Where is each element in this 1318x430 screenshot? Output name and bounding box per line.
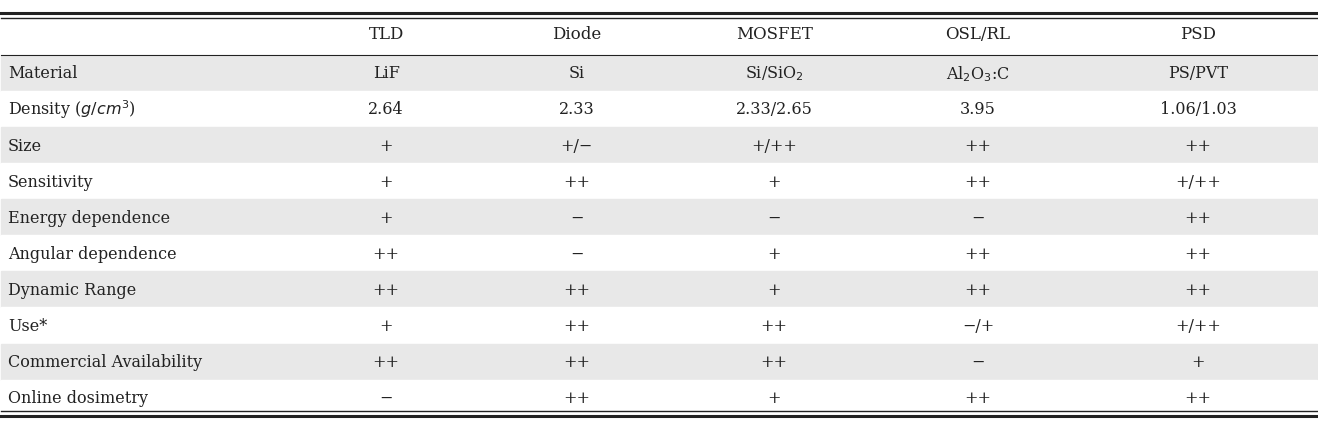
Text: ++: ++ — [373, 353, 399, 370]
Text: ++: ++ — [563, 317, 590, 334]
Text: ++: ++ — [760, 317, 788, 334]
Text: +: + — [380, 173, 393, 190]
Text: +: + — [380, 209, 393, 226]
Text: Si: Si — [569, 65, 585, 82]
Text: ++: ++ — [965, 389, 991, 406]
Text: Material: Material — [8, 65, 78, 82]
Text: Sensitivity: Sensitivity — [8, 173, 94, 190]
Text: Size: Size — [8, 137, 42, 154]
Text: −: − — [971, 209, 985, 226]
Text: +: + — [767, 389, 780, 406]
Text: +/++: +/++ — [1176, 173, 1222, 190]
Text: ++: ++ — [563, 353, 590, 370]
Text: 1.06/1.03: 1.06/1.03 — [1160, 101, 1236, 118]
Text: MOSFET: MOSFET — [735, 26, 812, 43]
Text: ++: ++ — [965, 281, 991, 298]
Text: Use*: Use* — [8, 317, 47, 334]
Text: +: + — [380, 137, 393, 154]
Text: 2.33: 2.33 — [559, 101, 594, 118]
Text: PSD: PSD — [1180, 26, 1217, 43]
Text: +/++: +/++ — [751, 137, 797, 154]
Text: −: − — [767, 209, 780, 226]
Text: −: − — [571, 245, 584, 262]
Text: +: + — [767, 173, 780, 190]
Text: ++: ++ — [373, 245, 399, 262]
Text: 2.64: 2.64 — [368, 101, 403, 118]
Text: Online dosimetry: Online dosimetry — [8, 389, 148, 406]
Text: Energy dependence: Energy dependence — [8, 209, 170, 226]
Text: Al$_2$O$_3$:C: Al$_2$O$_3$:C — [946, 64, 1010, 83]
Text: ++: ++ — [1185, 209, 1211, 226]
Text: LiF: LiF — [373, 65, 399, 82]
Text: +/−: +/− — [560, 137, 593, 154]
Text: ++: ++ — [1185, 245, 1211, 262]
Text: +: + — [767, 281, 780, 298]
Bar — [1, 200, 1317, 236]
Text: TLD: TLD — [369, 26, 403, 43]
Text: 2.33/2.65: 2.33/2.65 — [735, 101, 812, 118]
Text: −/+: −/+ — [962, 317, 994, 334]
Text: 3.95: 3.95 — [960, 101, 996, 118]
Bar — [1, 236, 1317, 272]
Bar — [1, 14, 1317, 55]
Bar — [1, 164, 1317, 200]
Text: Diode: Diode — [552, 26, 601, 43]
Text: +: + — [767, 245, 780, 262]
Bar — [1, 308, 1317, 344]
Text: Si/SiO$_2$: Si/SiO$_2$ — [745, 64, 804, 83]
Text: OSL/RL: OSL/RL — [945, 26, 1011, 43]
Text: Density ($g/cm^3$): Density ($g/cm^3$) — [8, 98, 136, 121]
Text: ++: ++ — [563, 389, 590, 406]
Text: −: − — [971, 353, 985, 370]
Text: ++: ++ — [965, 173, 991, 190]
Bar — [1, 92, 1317, 128]
Text: +: + — [1191, 353, 1205, 370]
Text: ++: ++ — [563, 173, 590, 190]
Text: +/++: +/++ — [1176, 317, 1222, 334]
Text: ++: ++ — [760, 353, 788, 370]
Text: PS/PVT: PS/PVT — [1168, 65, 1228, 82]
Text: ++: ++ — [563, 281, 590, 298]
Bar — [1, 128, 1317, 164]
Text: Dynamic Range: Dynamic Range — [8, 281, 136, 298]
Text: Commercial Availability: Commercial Availability — [8, 353, 202, 370]
Bar — [1, 55, 1317, 92]
Text: Angular dependence: Angular dependence — [8, 245, 177, 262]
Text: ++: ++ — [965, 137, 991, 154]
Text: ++: ++ — [373, 281, 399, 298]
Text: ++: ++ — [1185, 389, 1211, 406]
Text: +: + — [380, 317, 393, 334]
Bar — [1, 344, 1317, 380]
Text: ++: ++ — [1185, 281, 1211, 298]
Bar — [1, 272, 1317, 308]
Text: −: − — [380, 389, 393, 406]
Text: ++: ++ — [1185, 137, 1211, 154]
Text: ++: ++ — [965, 245, 991, 262]
Bar — [1, 380, 1317, 416]
Text: −: − — [571, 209, 584, 226]
